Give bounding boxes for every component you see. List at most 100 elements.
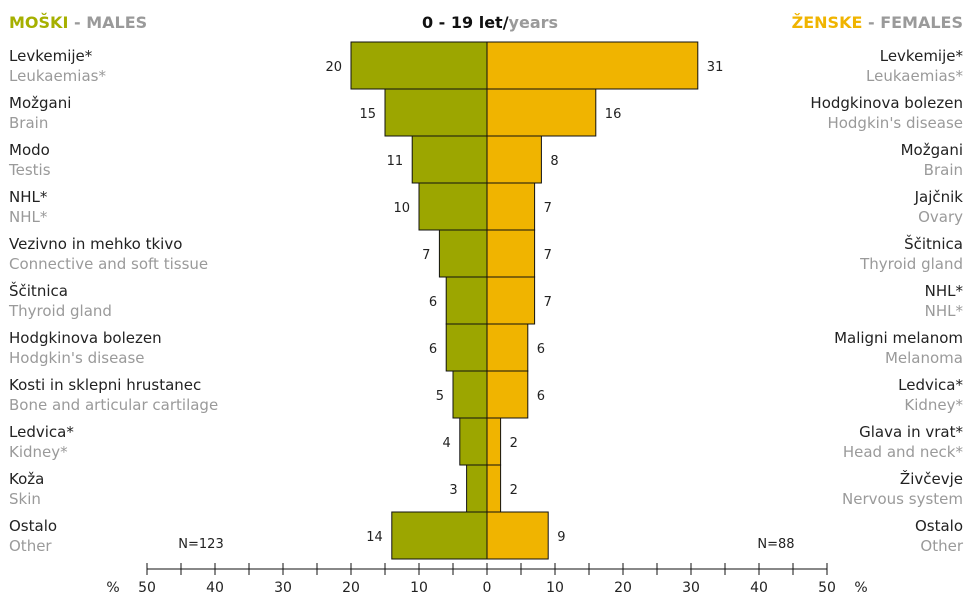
bars-group: 20 31 15 16 11 8 10 7 7 7 6 7 6 6 5 6 4 2 3 2 14 9 [325, 41, 724, 560]
male-category-label: NHL* [9, 188, 48, 206]
male-bar [384, 88, 488, 137]
female-bar [486, 417, 502, 466]
female-category-label-en: Leukaemias* [866, 67, 963, 85]
female-value-label: 7 [544, 201, 552, 216]
male-category-label: Levkemije* [9, 47, 93, 65]
male-value-label: 5 [436, 389, 444, 404]
x-unit-left: % [106, 580, 119, 596]
x-tick-label: 40 [206, 580, 224, 596]
chart-title: 0 - 19 let/years [422, 13, 558, 32]
female-value-label: 8 [550, 154, 558, 169]
x-tick-label: 20 [342, 580, 360, 596]
male-bar [391, 511, 488, 560]
male-bar [466, 464, 488, 513]
x-tick-label: 30 [274, 580, 292, 596]
male-bar [438, 229, 488, 278]
female-bar [486, 41, 699, 90]
male-category-label-en: NHL* [9, 208, 48, 226]
female-category-label: Možgani [901, 141, 963, 159]
female-bar [486, 229, 536, 278]
female-value-label: 2 [510, 483, 518, 498]
male-category-label-en: Leukaemias* [9, 67, 106, 85]
females-header-en: FEMALES [880, 13, 963, 32]
females-header-sep: - [862, 13, 880, 32]
male-bar [452, 370, 488, 419]
female-category-label-en: Ovary [918, 208, 963, 226]
male-bar [418, 182, 488, 231]
male-category-label-en: Connective and soft tissue [9, 255, 208, 273]
male-category-label-en: Bone and articular cartilage [9, 396, 218, 414]
female-category-label-en: Hodgkin's disease [827, 114, 963, 132]
female-value-label: 2 [510, 436, 518, 451]
male-value-label: 3 [449, 483, 457, 498]
female-category-label-en: Melanoma [885, 349, 963, 367]
females-header-si: ŽENSKE [792, 13, 863, 32]
female-value-label: 31 [707, 60, 724, 75]
female-value-label: 7 [544, 248, 552, 263]
female-value-label: 6 [537, 389, 545, 404]
female-bar [486, 464, 502, 513]
x-tick-label: 40 [750, 580, 768, 596]
chart-title-light: years [509, 13, 559, 32]
female-value-label: 6 [537, 342, 545, 357]
male-category-label-en: Other [9, 537, 52, 555]
female-bar [486, 511, 549, 560]
male-category-label: Hodgkinova bolezen [9, 329, 162, 347]
female-category-label: Ledvica* [898, 376, 963, 394]
female-category-label-en: Kidney* [904, 396, 963, 414]
female-category-label: Glava in vrat* [859, 423, 963, 441]
female-category-label: Jajčnik [914, 188, 964, 206]
males-header-si: MOŠKI [9, 13, 68, 32]
male-value-label: 7 [422, 248, 430, 263]
male-value-label: 14 [366, 530, 383, 545]
x-tick-label: 50 [138, 580, 156, 596]
males-header-sep: - [68, 13, 86, 32]
female-category-label: Maligni melanom [834, 329, 963, 347]
female-category-label: Levkemije* [880, 47, 964, 65]
female-category-label-en: Other [920, 537, 963, 555]
female-bar [486, 323, 529, 372]
male-value-label: 4 [443, 436, 451, 451]
chart-title-bold: 0 - 19 let/ [422, 13, 509, 32]
male-category-label-en: Skin [9, 490, 41, 508]
male-category-label: Ostalo [9, 517, 57, 535]
females-header: ŽENSKE - FEMALES [792, 13, 963, 32]
male-value-label: 20 [325, 60, 342, 75]
female-category-label: NHL* [925, 282, 964, 300]
female-category-label: Živčevje [900, 469, 963, 488]
female-category-label: Ostalo [915, 517, 963, 535]
female-category-label-en: NHL* [925, 302, 964, 320]
male-value-label: 6 [429, 295, 437, 310]
male-value-label: 15 [359, 107, 376, 122]
male-category-label-en: Brain [9, 114, 48, 132]
male-category-label: Možgani [9, 94, 71, 112]
male-category-label-en: Hodgkin's disease [9, 349, 145, 367]
male-category-label: Ščitnica [9, 281, 68, 300]
female-category-label: Hodgkinova bolezen [810, 94, 963, 112]
males-header-en: MALES [86, 13, 147, 32]
male-category-label-en: Thyroid gland [8, 302, 112, 320]
category-labels-group: Levkemije* Leukaemias* Levkemije* Leukaemia… [8, 47, 964, 555]
females-n-label: N=88 [757, 537, 794, 552]
males-header: MOŠKI - MALES [9, 13, 147, 32]
female-bar [486, 182, 536, 231]
female-bar [486, 276, 536, 325]
x-tick-label: 10 [546, 580, 564, 596]
males-n-label: N=123 [178, 537, 223, 552]
male-bar [350, 41, 488, 90]
x-unit-right: % [854, 580, 867, 596]
male-bar [459, 417, 488, 466]
female-category-label-en: Head and neck* [843, 443, 964, 461]
female-bar [486, 135, 542, 184]
female-bar [486, 88, 597, 137]
male-category-label-en: Kidney* [9, 443, 68, 461]
male-bar [411, 135, 488, 184]
x-tick-label: 50 [818, 580, 836, 596]
female-category-label: Ščitnica [904, 234, 963, 253]
male-bar [445, 276, 488, 325]
x-tick-label: 20 [614, 580, 632, 596]
female-category-label-en: Thyroid gland [859, 255, 963, 273]
x-tick-label: 10 [410, 580, 428, 596]
female-value-label: 9 [557, 530, 565, 545]
